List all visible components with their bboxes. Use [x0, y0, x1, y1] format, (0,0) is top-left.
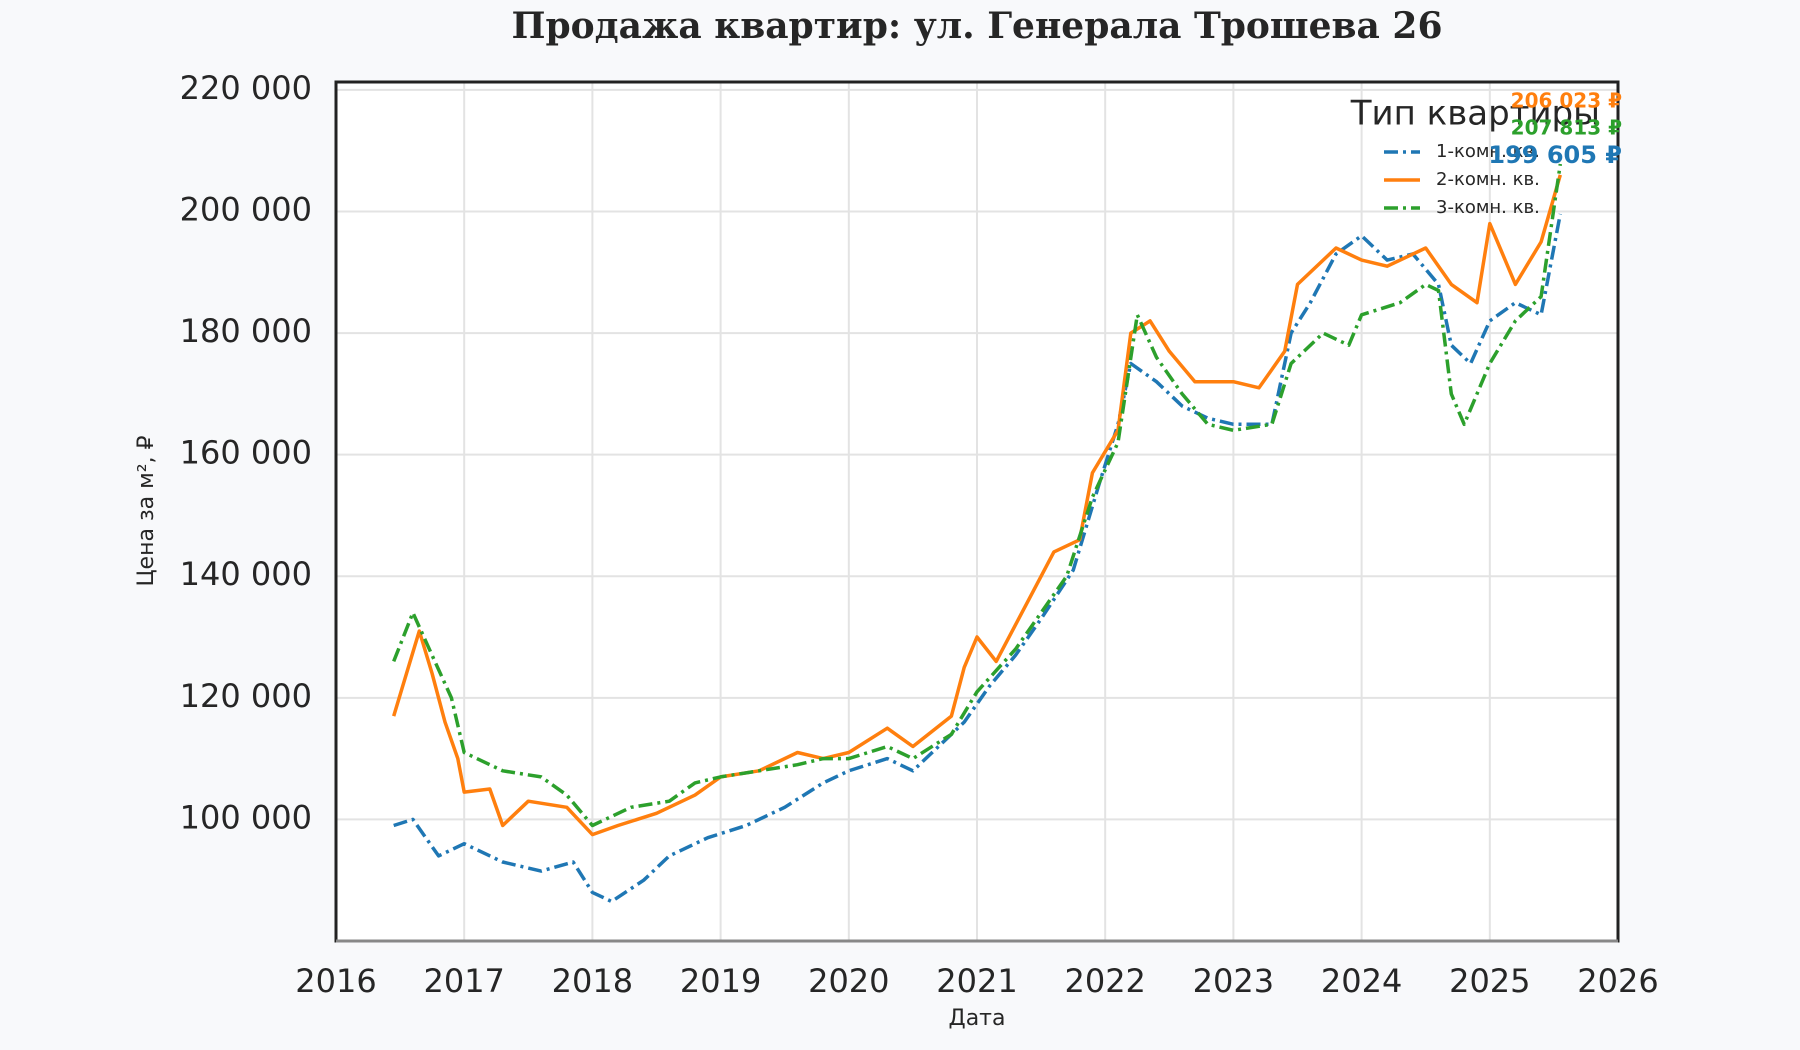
- y-tick-label: 220 000: [180, 69, 312, 107]
- x-tick-label: 2023: [1193, 962, 1274, 1000]
- legend-label: 3-комн. кв.: [1436, 197, 1540, 218]
- x-tick-label: 2020: [808, 962, 889, 1000]
- y-tick-label: 100 000: [180, 798, 312, 836]
- y-tick-label: 180 000: [180, 312, 312, 350]
- series-line: [393, 213, 1563, 904]
- y-tick-label: 140 000: [180, 555, 312, 593]
- x-tick-label: 2024: [1321, 962, 1402, 1000]
- x-tick-label: 2019: [680, 962, 761, 1000]
- legend-label: 1-комн. кв.: [1436, 141, 1540, 162]
- x-tick-label: 2025: [1449, 962, 1530, 1000]
- legend-title: Тип квартиры: [1350, 94, 1600, 134]
- legend-label: 2-комн. кв.: [1436, 169, 1540, 190]
- end-label: 199 605 ₽: [1488, 141, 1622, 169]
- x-tick-label: 2021: [936, 962, 1017, 1000]
- y-tick-label: 160 000: [180, 434, 312, 472]
- x-tick-label: 2026: [1577, 962, 1658, 1000]
- y-tick-label: 200 000: [180, 190, 312, 228]
- x-tick-label: 2022: [1064, 962, 1145, 1000]
- x-axis-label: Дата: [949, 1006, 1006, 1031]
- lines: [392, 163, 1563, 904]
- end-label: 207 813 ₽: [1511, 116, 1622, 140]
- legend: Тип квартиры 1-комн. кв. 2-комн. кв. 3-ком…: [1350, 94, 1600, 219]
- series-line: [392, 174, 1562, 837]
- chart-title: Продажа квартир: ул. Генерала Трошева 26: [511, 5, 1442, 47]
- x-tick-label: 2016: [295, 962, 376, 1000]
- y-axis-label: Цена за м², ₽: [134, 435, 159, 586]
- y-tick-label: 120 000: [180, 677, 312, 715]
- end-label: 206 023 ₽: [1511, 89, 1622, 113]
- x-tick-label: 2017: [423, 962, 504, 1000]
- series-line: [392, 163, 1563, 828]
- x-tick-label: 2018: [552, 962, 633, 1000]
